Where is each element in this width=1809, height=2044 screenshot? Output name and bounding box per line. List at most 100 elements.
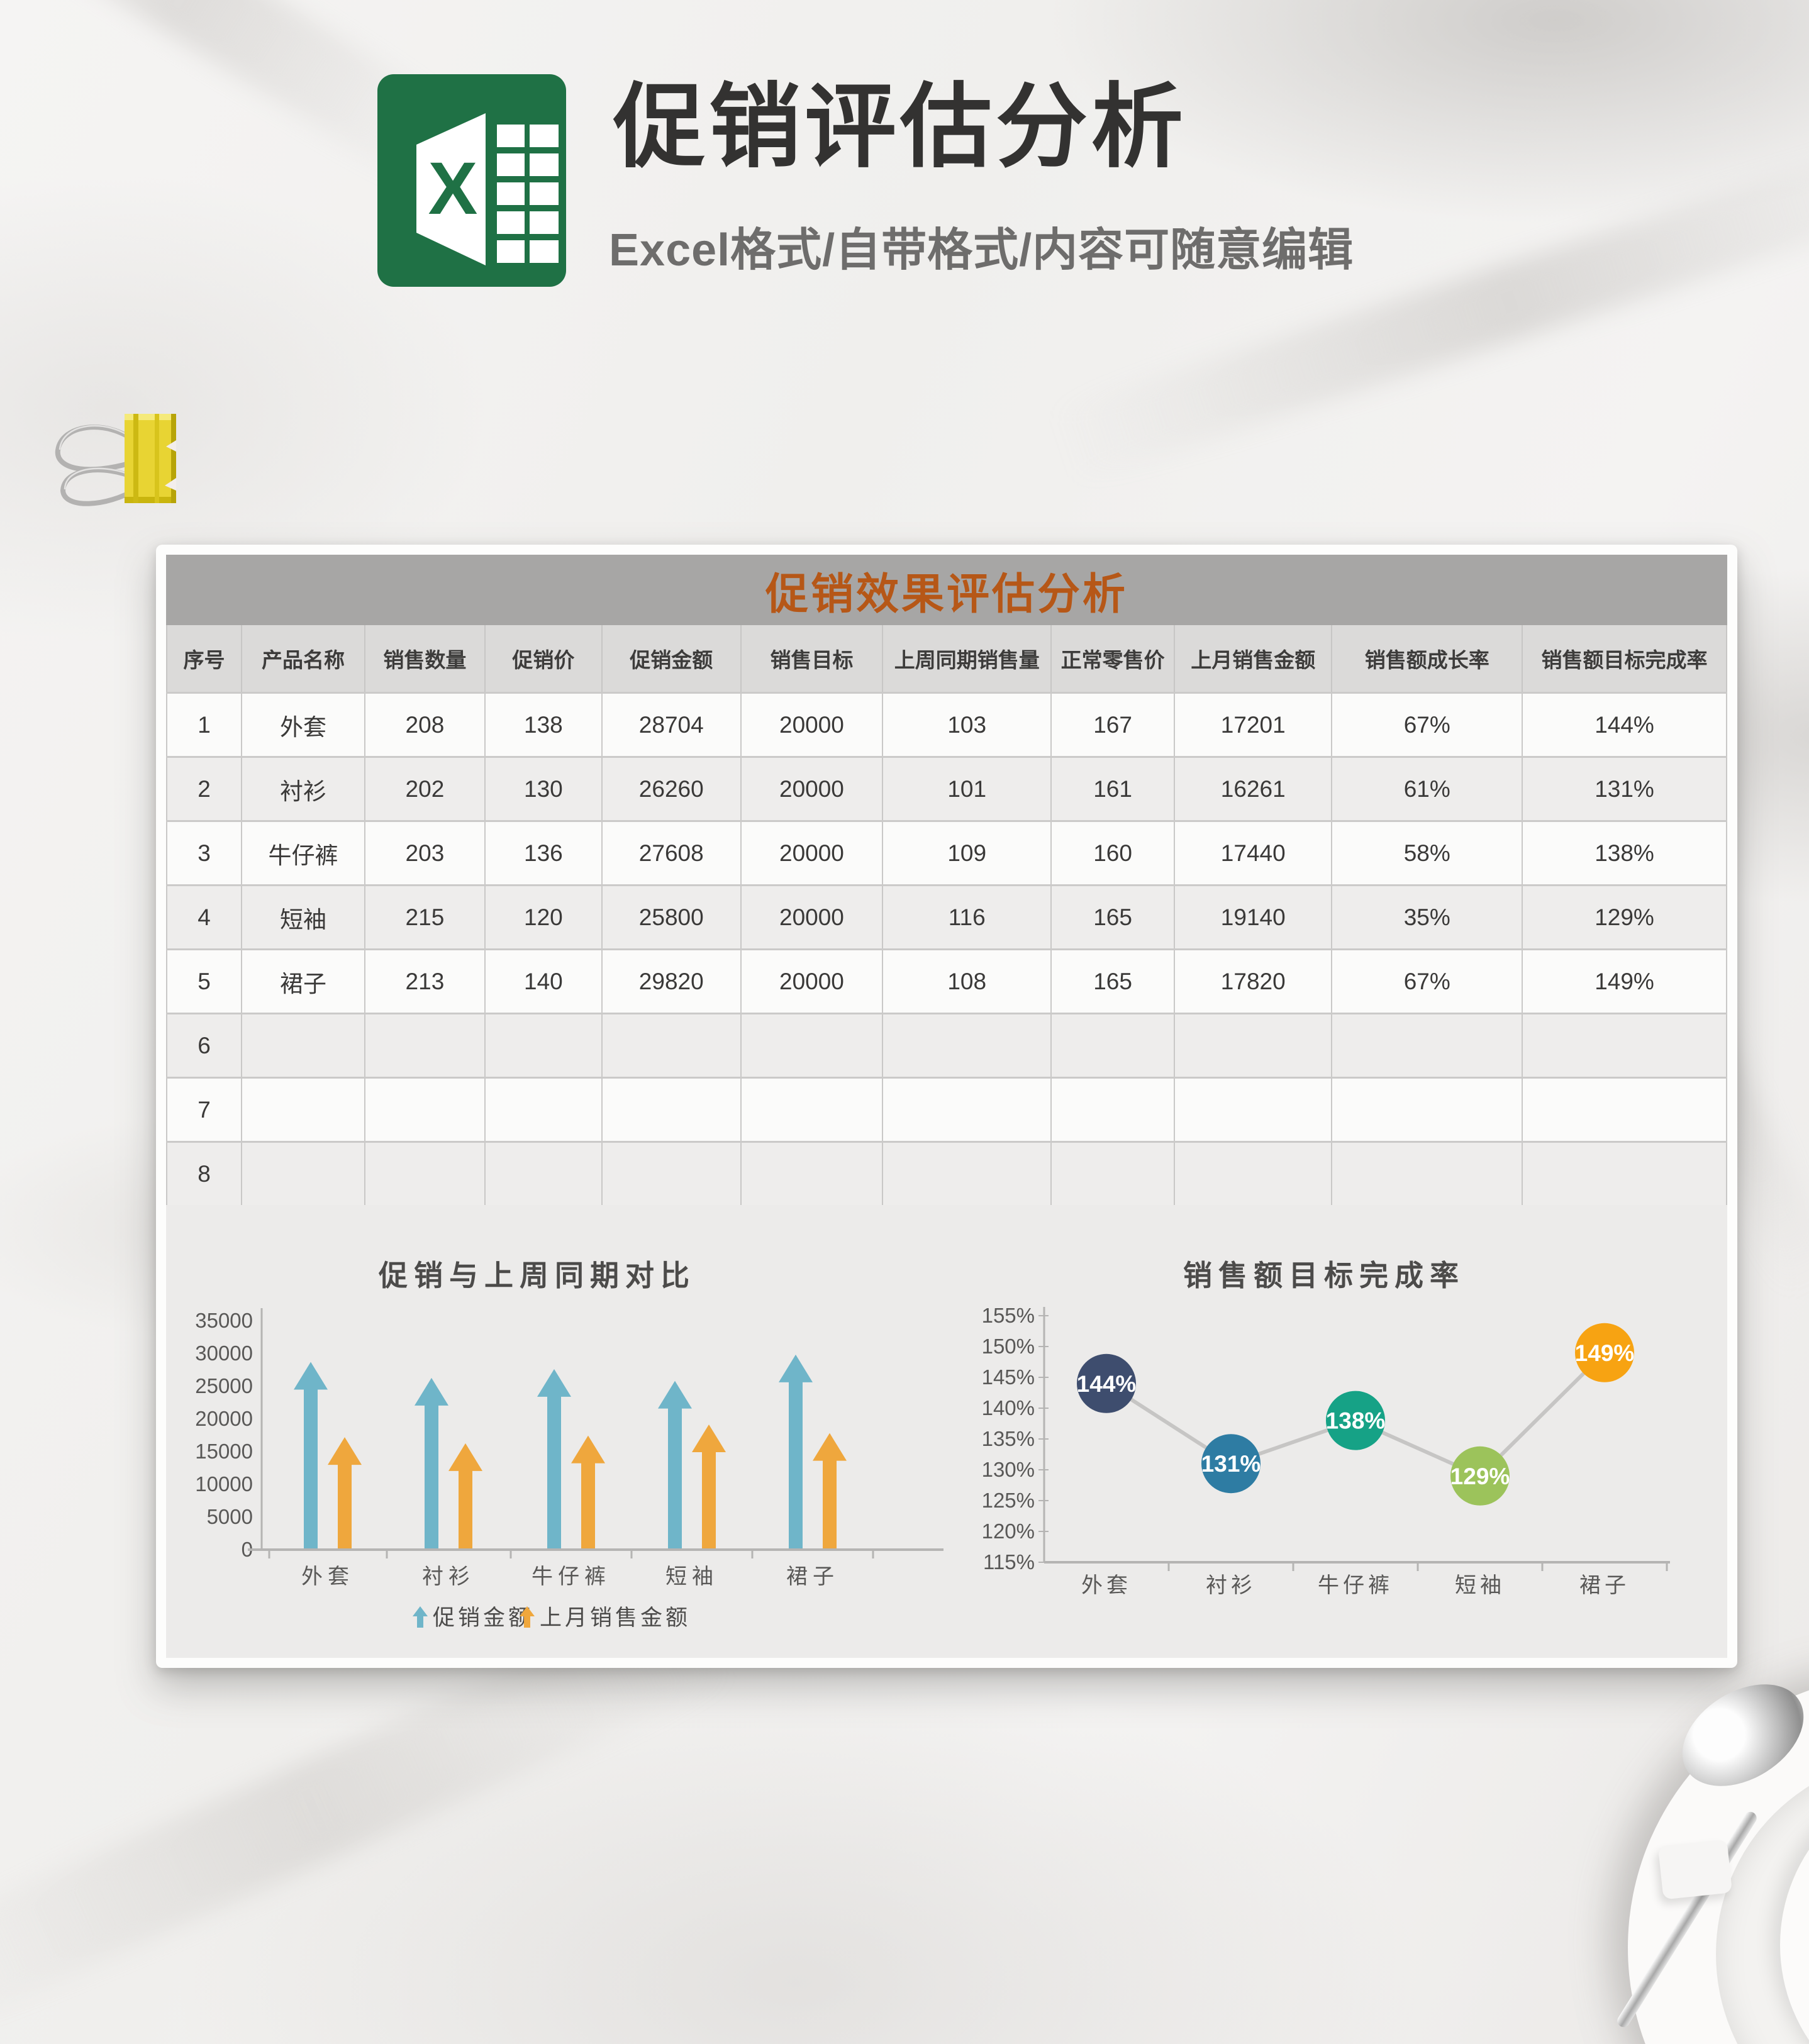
svg-text:145%: 145% xyxy=(982,1365,1035,1389)
table-cell xyxy=(601,1077,742,1142)
column-header: 产品名称 xyxy=(241,625,365,694)
sheet-title-bar: 促销效果评估分析 xyxy=(166,555,1727,625)
table-cell: 208 xyxy=(364,692,486,757)
table-cell: 19140 xyxy=(1174,884,1333,950)
table-cell: 161 xyxy=(1050,756,1176,821)
table-cell: 160 xyxy=(1050,820,1176,886)
table-cell: 165 xyxy=(1050,948,1176,1014)
column-header: 促销价 xyxy=(484,625,603,694)
svg-text:144%: 144% xyxy=(1077,1371,1137,1397)
table-cell xyxy=(1331,1141,1523,1205)
page-subtitle: Excel格式/自带格式/内容可随意编辑 xyxy=(609,225,1354,275)
bar-上月销售金额 xyxy=(692,1424,726,1548)
table-cell xyxy=(1050,1077,1176,1142)
charts-row: 促销与上周同期对比 0 5000 10000 15000 20000 25000 30000 3… xyxy=(166,1205,1727,1673)
table-cell xyxy=(1174,1013,1333,1078)
bar-chart: 促销与上周同期对比 0 5000 10000 15000 20000 25000 30000 3… xyxy=(166,1205,947,1673)
svg-text:129%: 129% xyxy=(1450,1464,1510,1489)
table-cell: 20000 xyxy=(740,692,884,757)
table-cell: 4 xyxy=(165,884,243,950)
binder-clip xyxy=(55,414,176,506)
table-cell: 136 xyxy=(484,820,603,886)
table-cell: 109 xyxy=(882,820,1052,886)
table-cell: 8 xyxy=(165,1141,243,1205)
spoon-icon xyxy=(1664,1663,1809,1808)
svg-text:5000: 5000 xyxy=(207,1505,253,1528)
table-cell: 5 xyxy=(165,948,243,1014)
line-chart: 销售额目标完成率 115% 120% 125% 130% 135% 140% 145% 150%… xyxy=(947,1205,1727,1673)
table-cell: 7 xyxy=(165,1077,243,1142)
sheet-title: 促销效果评估分析 xyxy=(765,570,1128,618)
svg-text:牛仔裤: 牛仔裤 xyxy=(1318,1574,1393,1597)
svg-text:促销与上周同期对比: 促销与上周同期对比 xyxy=(378,1259,696,1292)
data-point xyxy=(1077,1353,1136,1413)
bar-上月销售金额 xyxy=(448,1443,482,1548)
column-header: 促销金额 xyxy=(601,625,742,694)
svg-text:销售额目标完成率: 销售额目标完成率 xyxy=(1183,1259,1465,1292)
svg-text:120%: 120% xyxy=(982,1519,1035,1543)
spreadsheet-grid-icon xyxy=(497,125,559,263)
table-cell: 101 xyxy=(882,756,1052,821)
table-cell: 20000 xyxy=(740,820,884,886)
table-cell xyxy=(241,1013,365,1078)
table-cell xyxy=(1522,1077,1727,1142)
svg-text:短袖: 短袖 xyxy=(665,1565,718,1589)
data-point xyxy=(1575,1323,1634,1382)
bar-上月销售金额 xyxy=(571,1435,605,1548)
table-cell xyxy=(484,1077,603,1142)
table-row: 4 短袖 215 120 25800 20000 116 165 19140 35% 129% xyxy=(165,884,1727,950)
cup-handle xyxy=(1657,1839,1733,1900)
table-cell xyxy=(1331,1013,1523,1078)
svg-text:149%: 149% xyxy=(1575,1340,1635,1366)
table-cell: 17201 xyxy=(1174,692,1333,757)
svg-text:25000: 25000 xyxy=(195,1374,253,1397)
table-cell: 67% xyxy=(1331,948,1523,1014)
svg-text:外套: 外套 xyxy=(1081,1574,1132,1597)
svg-text:促销金额: 促销金额 xyxy=(433,1606,533,1630)
table-cell: 213 xyxy=(364,948,486,1014)
table-cell: 17440 xyxy=(1174,820,1333,886)
table-cell xyxy=(1050,1141,1176,1205)
table-cell: 149% xyxy=(1522,948,1727,1014)
svg-text:裙子: 裙子 xyxy=(1579,1574,1630,1597)
table-row: 7 xyxy=(165,1077,1727,1142)
svg-text:20000: 20000 xyxy=(195,1407,253,1430)
table-cell: 116 xyxy=(882,884,1052,950)
svg-text:衬衫: 衬衫 xyxy=(422,1565,475,1589)
table-cell: 103 xyxy=(882,692,1052,757)
svg-text:30000: 30000 xyxy=(195,1341,253,1365)
table-cell: 167 xyxy=(1050,692,1176,757)
svg-text:0: 0 xyxy=(242,1538,253,1561)
table-cell xyxy=(882,1077,1052,1142)
svg-text:125%: 125% xyxy=(982,1489,1035,1512)
table-cell xyxy=(601,1141,742,1205)
bar-促销金额 xyxy=(294,1362,328,1548)
table-cell: 61% xyxy=(1331,756,1523,821)
table-cell: 67% xyxy=(1331,692,1523,757)
table-cell: 144% xyxy=(1522,692,1727,757)
svg-text:15000: 15000 xyxy=(195,1440,253,1463)
table-cell xyxy=(882,1013,1052,1078)
data-point xyxy=(1201,1434,1261,1494)
table-cell xyxy=(601,1013,742,1078)
bar-促销金额 xyxy=(779,1354,813,1548)
table-cell: 129% xyxy=(1522,884,1727,950)
spoon-icon xyxy=(1615,1809,1759,2030)
data-point xyxy=(1326,1391,1385,1450)
table-cell xyxy=(740,1013,884,1078)
table-row: 3 牛仔裤 203 136 27608 20000 109 160 17440 58% 138% xyxy=(165,820,1727,886)
svg-text:衬衫: 衬衫 xyxy=(1206,1574,1256,1597)
table-cell: 20000 xyxy=(740,948,884,1014)
table-cell xyxy=(241,1077,365,1142)
table-cell: 28704 xyxy=(601,692,742,757)
table-cell xyxy=(1050,1013,1176,1078)
table-cell: 17820 xyxy=(1174,948,1333,1014)
table-cell: 6 xyxy=(165,1013,243,1078)
bar-促销金额 xyxy=(415,1377,448,1548)
svg-text:138%: 138% xyxy=(1326,1408,1386,1434)
table-cell xyxy=(1522,1013,1727,1078)
svg-text:外套: 外套 xyxy=(301,1565,354,1589)
svg-text:115%: 115% xyxy=(983,1550,1035,1574)
template-card: 促销效果评估分析 序号 产品名称 销售数量 促销价 促销金额 销售目标 上周同期销售量 正常零… xyxy=(156,545,1737,1668)
svg-text:130%: 130% xyxy=(982,1458,1035,1481)
